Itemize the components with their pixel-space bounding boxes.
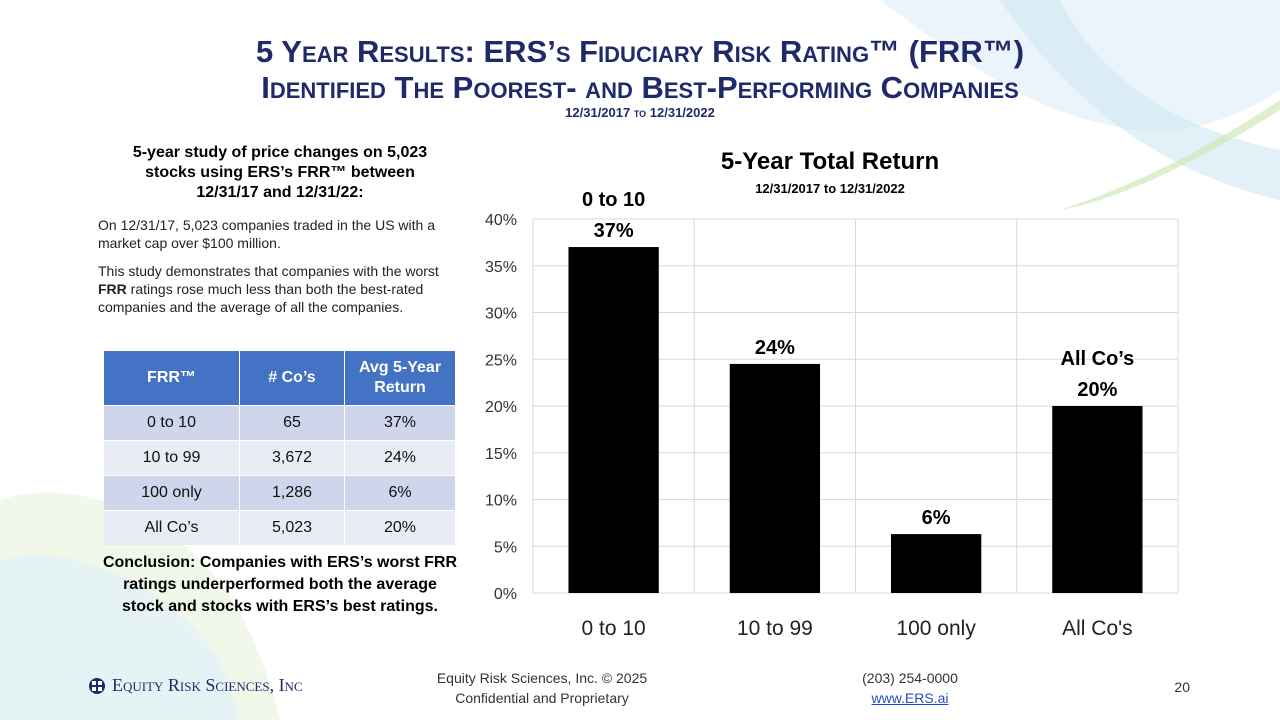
bar — [568, 247, 659, 594]
table-row: 10 to 99 3,672 24% — [104, 440, 456, 476]
table-cell: 20% — [344, 510, 456, 545]
table-cell: 0 to 10 — [104, 405, 240, 441]
table-cell: All Co’s — [104, 510, 240, 545]
x-tick-label: 10 to 99 — [737, 617, 813, 640]
table-cell: 10 to 99 — [104, 440, 240, 476]
chart-subtitle: 12/31/2017 to 12/31/2022 — [755, 181, 905, 196]
conclusion-text: Conclusion: Companies with ERS’s worst F… — [102, 554, 458, 615]
x-tick-label: 0 to 10 — [582, 617, 646, 640]
copyright-text: Equity Risk Sciences, Inc. © 2025 — [436, 670, 648, 686]
website-link[interactable]: www.ERS.ai — [871, 690, 949, 706]
logo-icon — [89, 677, 105, 694]
table-header: # Co’s — [239, 351, 345, 406]
study-paragraph-2: This study demonstrates that companies w… — [98, 263, 439, 315]
frr-results-table: FRR™ # Co’s Avg 5-Year Return 0 to 10 65… — [104, 351, 456, 545]
bar-chart: 0% 5% 10% 15% 20% 25% 30% 35% 40% 37% 0 to 10 0 to … — [485, 189, 1179, 640]
table-cell: 3,672 — [239, 440, 345, 476]
data-label-category: 0 to 10 — [582, 189, 645, 211]
footer-contact: (203) 254-0000 www.ERS.ai — [810, 668, 1010, 708]
table-header: FRR™ — [104, 351, 240, 406]
page-number: 20 — [1174, 679, 1190, 695]
x-tick-label: All Co's — [1062, 617, 1133, 640]
slide-date-range: 12/31/2017 to 12/31/2022 — [565, 105, 715, 120]
data-label-category: All Co’s — [1061, 348, 1135, 370]
table-cell: 5,023 — [239, 510, 345, 545]
table-header-row: FRR™ # Co’s Avg 5-Year Return — [104, 351, 456, 406]
table-cell: 65 — [239, 405, 345, 441]
table-cell: 37% — [344, 405, 456, 441]
table-row: 0 to 10 65 37% — [104, 405, 456, 441]
study-heading: 5-year study of price changes on 5,023 s… — [132, 144, 428, 201]
table-cell: 6% — [344, 475, 456, 511]
company-logo: Equity Risk Sciences, Inc — [88, 675, 303, 696]
slide-title-line2: Identified The Poorest- and Best-Perform… — [261, 70, 1019, 105]
table-cell: 1,286 — [239, 475, 345, 511]
y-tick-label: 5% — [494, 539, 517, 556]
y-tick-label: 15% — [485, 446, 517, 463]
data-label: 6% — [922, 507, 951, 529]
data-label: 24% — [755, 337, 795, 359]
bar — [890, 534, 982, 593]
table-row: 100 only 1,286 6% — [104, 475, 456, 511]
table-cell: 100 only — [104, 475, 240, 511]
y-tick-label: 35% — [485, 259, 517, 276]
y-tick-label: 0% — [494, 586, 517, 603]
y-tick-label: 30% — [485, 306, 517, 323]
y-tick-label: 10% — [485, 493, 517, 510]
confidential-text: Confidential and Proprietary — [455, 690, 629, 706]
table-row: All Co’s 5,023 20% — [104, 510, 456, 545]
company-name: Equity Risk Sciences, Inc — [112, 675, 303, 695]
footer-copyright: Equity Risk Sciences, Inc. © 2025 Confid… — [392, 668, 692, 708]
data-label: 20% — [1077, 379, 1117, 401]
y-tick-label: 25% — [485, 352, 517, 369]
data-label: 37% — [594, 220, 634, 242]
y-tick-label: 20% — [485, 399, 517, 416]
slide-title-line1: 5 Year Results: ERS’s Fiduciary Risk Rat… — [255, 34, 1025, 69]
bar — [729, 363, 821, 593]
chart-title: 5-Year Total Return — [720, 148, 940, 175]
study-paragraph-1: On 12/31/17, 5,023 companies traded in t… — [98, 217, 435, 251]
table-header: Avg 5-Year Return — [344, 351, 456, 406]
bar — [1052, 406, 1143, 593]
table-cell: 24% — [344, 440, 456, 476]
y-tick-label: 40% — [485, 212, 517, 229]
phone-number: (203) 254-0000 — [862, 670, 958, 686]
x-tick-label: 100 only — [896, 617, 976, 640]
